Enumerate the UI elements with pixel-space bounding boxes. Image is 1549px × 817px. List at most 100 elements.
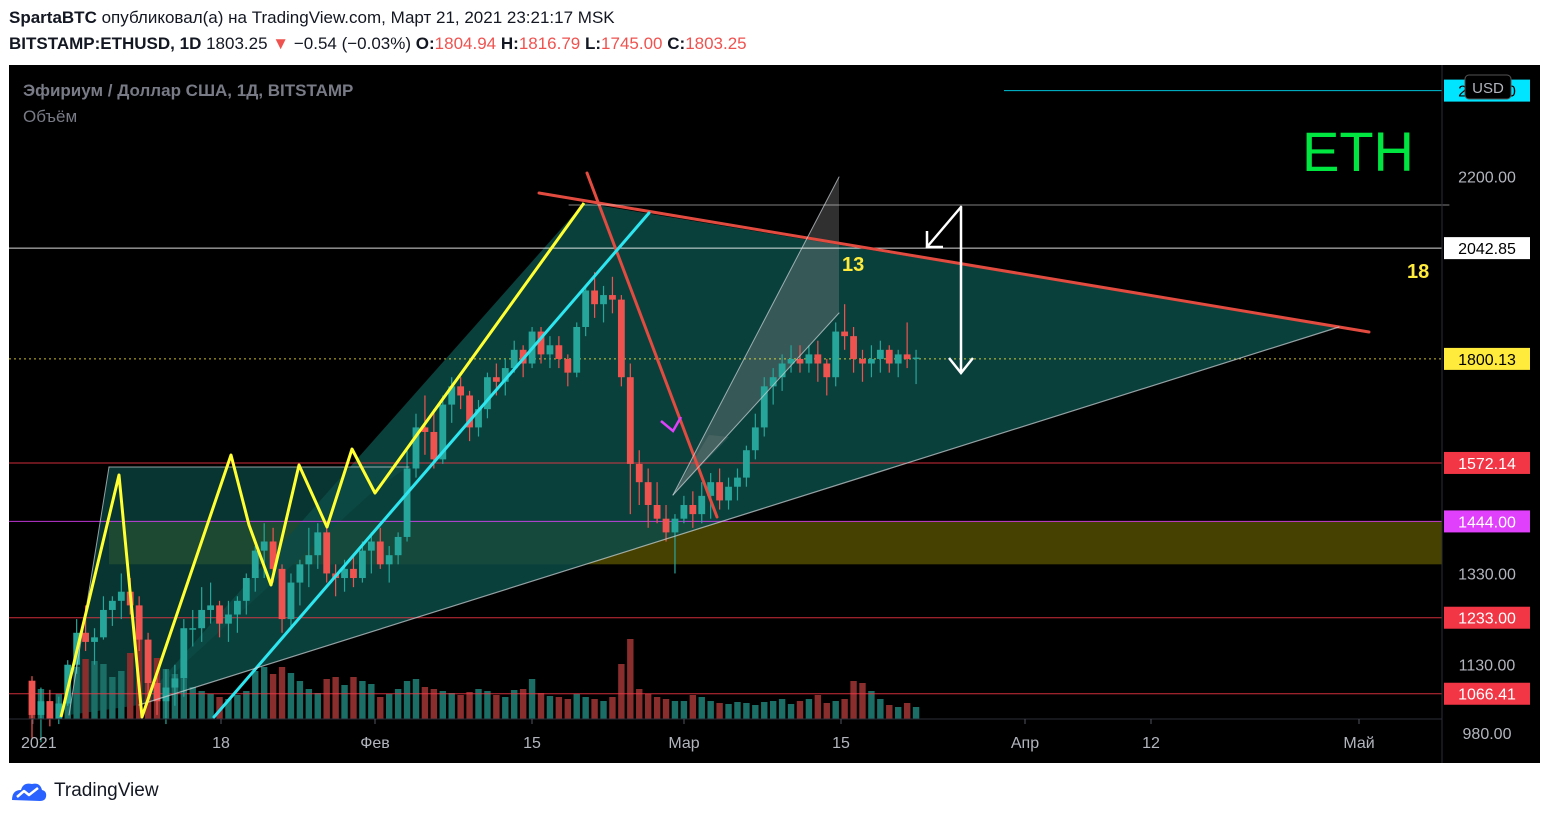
candle[interactable]	[662, 504, 670, 542]
candle[interactable]	[216, 600, 223, 638]
candle[interactable]	[537, 327, 545, 364]
candle[interactable]	[582, 285, 590, 337]
low-label: L:	[585, 34, 602, 53]
candle[interactable]	[734, 468, 741, 501]
candle[interactable]	[233, 596, 241, 633]
candle[interactable]	[600, 285, 607, 323]
volume-bar	[662, 699, 670, 719]
candle-body	[251, 550, 259, 579]
breakdown-line	[585, 171, 719, 519]
volume-bar	[484, 691, 491, 719]
candle[interactable]	[171, 664, 179, 706]
candle[interactable]	[37, 687, 45, 743]
candle[interactable]	[466, 390, 473, 442]
candle[interactable]	[760, 377, 768, 437]
candle[interactable]	[287, 573, 295, 629]
candle[interactable]	[46, 689, 54, 727]
candle[interactable]	[617, 295, 625, 387]
candle[interactable]	[787, 345, 795, 373]
candle[interactable]	[314, 523, 322, 569]
candle[interactable]	[153, 673, 161, 715]
candle[interactable]	[778, 354, 786, 391]
candle[interactable]	[430, 409, 438, 469]
candle[interactable]	[251, 546, 259, 592]
volume-bar	[582, 697, 589, 719]
candle[interactable]	[635, 450, 643, 505]
candle[interactable]	[403, 450, 411, 542]
candle[interactable]	[144, 632, 152, 702]
candle[interactable]	[894, 349, 902, 378]
candle[interactable]	[323, 523, 331, 583]
candle[interactable]	[385, 546, 393, 583]
candle[interactable]	[457, 377, 465, 410]
candle[interactable]	[707, 473, 715, 519]
candle[interactable]	[671, 514, 679, 574]
candle[interactable]	[28, 676, 36, 738]
candle[interactable]	[573, 322, 581, 378]
candle[interactable]	[296, 559, 304, 606]
candle[interactable]	[626, 363, 634, 515]
candle[interactable]	[305, 527, 313, 588]
candle[interactable]	[698, 482, 706, 524]
candle[interactable]	[367, 532, 375, 574]
candle[interactable]	[225, 600, 232, 642]
candle[interactable]	[591, 272, 598, 318]
candle[interactable]	[412, 413, 420, 478]
candle[interactable]	[680, 495, 688, 524]
candle[interactable]	[189, 609, 197, 647]
candle[interactable]	[859, 349, 866, 382]
candle[interactable]	[796, 345, 804, 373]
candle[interactable]	[769, 368, 777, 405]
candle[interactable]	[91, 628, 98, 665]
candle[interactable]	[555, 336, 563, 369]
candle[interactable]	[689, 491, 697, 528]
candle[interactable]	[117, 573, 125, 620]
candle[interactable]	[501, 358, 509, 396]
candle[interactable]	[912, 349, 920, 385]
price-tick-label: 1130.00	[1459, 658, 1516, 675]
candle[interactable]	[751, 413, 759, 460]
candle[interactable]	[242, 573, 250, 615]
candle[interactable]	[885, 345, 893, 373]
candle[interactable]	[832, 322, 840, 387]
candle[interactable]	[100, 596, 107, 640]
candle[interactable]	[743, 445, 750, 487]
candle[interactable]	[850, 327, 857, 373]
candle-body	[117, 591, 125, 601]
candle[interactable]	[876, 340, 884, 373]
candle[interactable]	[198, 587, 206, 642]
candle-body	[885, 349, 893, 364]
candle[interactable]	[278, 564, 286, 633]
volume-bar	[466, 692, 473, 719]
candle[interactable]	[546, 336, 554, 369]
candle[interactable]	[108, 596, 116, 626]
candle[interactable]	[716, 468, 724, 510]
author-name[interactable]: SpartaBTC	[9, 8, 97, 27]
candle-body	[787, 358, 795, 364]
candle[interactable]	[653, 482, 661, 524]
candle[interactable]	[180, 619, 188, 697]
candle[interactable]	[484, 372, 491, 419]
candle[interactable]	[725, 477, 732, 510]
candle[interactable]	[644, 468, 652, 528]
candle[interactable]	[903, 322, 911, 369]
currency-badge[interactable]	[1464, 74, 1512, 100]
candle-body	[841, 331, 849, 337]
candle[interactable]	[814, 340, 822, 382]
candle[interactable]	[394, 532, 402, 565]
candle[interactable]	[376, 527, 384, 569]
candle[interactable]	[350, 555, 357, 588]
candle[interactable]	[564, 354, 572, 387]
candle[interactable]	[841, 304, 849, 350]
candle[interactable]	[475, 400, 482, 437]
tradingview-footer[interactable]: TradingView	[10, 778, 159, 804]
price-chart[interactable]: 2388.002042.851800.131572.141444.001233.…	[9, 65, 1540, 763]
candle[interactable]	[135, 596, 143, 652]
chart-panel[interactable]: 2388.002042.851800.131572.141444.001233.…	[9, 65, 1540, 763]
candle[interactable]	[359, 541, 366, 583]
candle[interactable]	[823, 358, 831, 396]
candle[interactable]	[609, 276, 616, 314]
candle[interactable]	[207, 582, 214, 624]
candle[interactable]	[805, 345, 813, 373]
candle[interactable]	[868, 345, 875, 378]
